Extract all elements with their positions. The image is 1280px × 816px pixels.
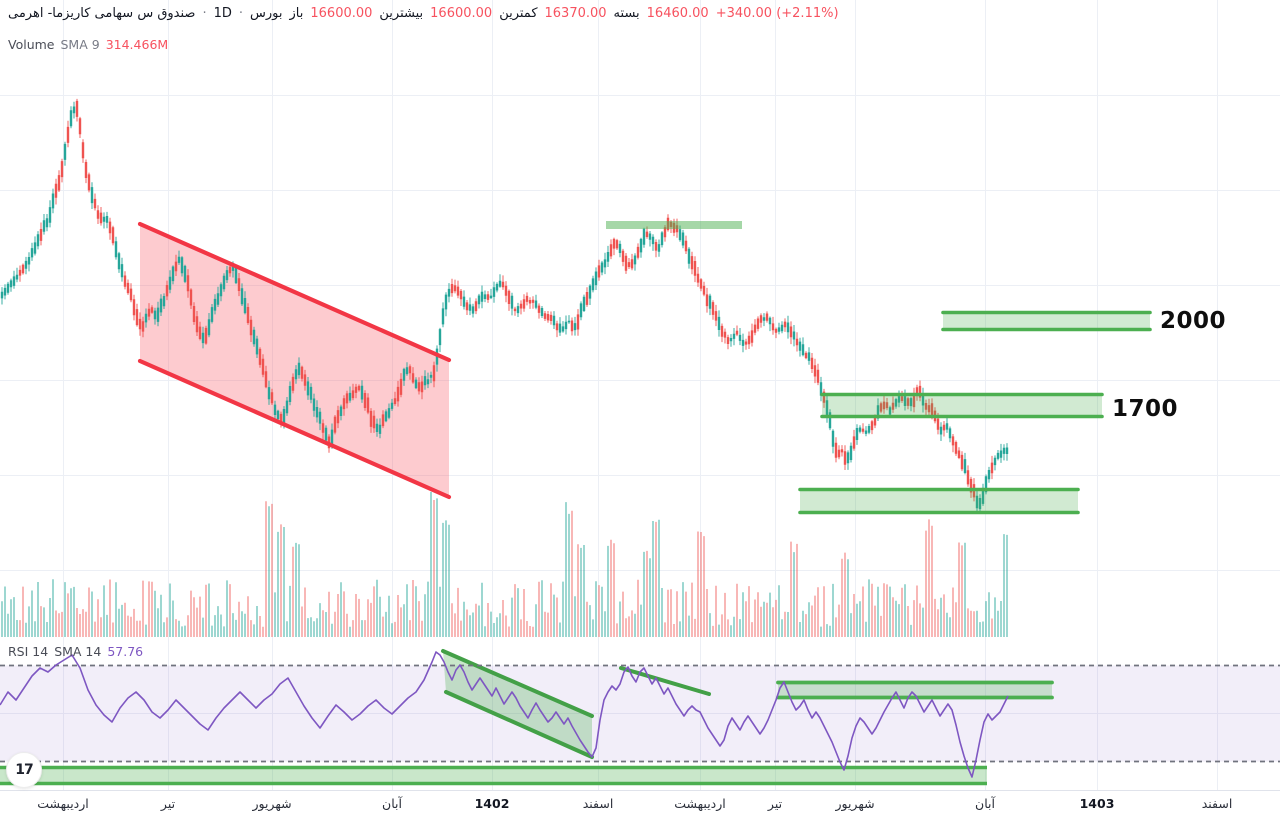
time-axis-month-label: آبان xyxy=(975,796,995,811)
volume-layer xyxy=(1,491,1008,637)
time-axis-month-label: شهریور xyxy=(835,796,875,811)
price-target-label[interactable]: 1700 xyxy=(1112,396,1179,422)
channel-fill-layer[interactable] xyxy=(140,224,449,497)
ohlc-close-value: 16460.00 xyxy=(646,6,709,21)
volume-indicator-value: 314.466M xyxy=(105,37,169,52)
zones-layer[interactable] xyxy=(606,221,1152,515)
chart-canvas[interactable] xyxy=(0,0,1280,790)
time-axis[interactable]: اردیبهشت تیر شهریور آبان 1402 اسفند اردیبهشت تی… xyxy=(0,790,1280,816)
separator-dot: · xyxy=(238,6,244,21)
rsi-indicator-params: SMA 14 xyxy=(54,644,102,659)
ohlc-low-value: 16370.00 xyxy=(544,6,607,21)
time-axis-month-label: اردیبهشت xyxy=(674,796,726,811)
rsi-indicator-legend[interactable]: RSI 14 SMA 14 57.76 xyxy=(8,644,143,659)
time-axis-year-label: 1403 xyxy=(1079,796,1115,811)
ohlc-open-value: 16600.00 xyxy=(310,6,373,21)
time-axis-year-label: 1402 xyxy=(474,796,510,811)
symbol-legend[interactable]: صندوق س سهامی کاریزما- اهرمی · 1D · بورس… xyxy=(8,6,839,21)
tradingview-logo[interactable]: 17 xyxy=(6,752,42,788)
ohlc-low-label: کمترین xyxy=(499,6,538,21)
symbol-title[interactable]: صندوق س سهامی کاریزما- اهرمی xyxy=(8,6,196,21)
channel-border-layer[interactable] xyxy=(137,221,452,500)
time-axis-month-label: شهریور xyxy=(252,796,292,811)
rsi-indicator-value: 57.76 xyxy=(107,644,144,659)
ohlc-high-label: بیشترین xyxy=(379,6,424,21)
time-axis-month-label: اردیبهشت xyxy=(37,796,89,811)
volume-indicator-name[interactable]: Volume xyxy=(8,37,55,52)
change-value: +340.00 (+2.11%) xyxy=(715,6,839,21)
time-axis-month-label: اسفند xyxy=(582,796,614,811)
separator-dot: · xyxy=(202,6,207,21)
volume-indicator-params: SMA 9 xyxy=(60,37,100,52)
ohlc-high-value: 16600.00 xyxy=(430,6,493,21)
tradingview-logo-glyph: 17 xyxy=(15,762,34,778)
ohlc-close-label: بسته xyxy=(613,6,640,21)
grid-layer xyxy=(0,0,1280,790)
price-target-label[interactable]: 2000 xyxy=(1160,308,1227,334)
time-axis-month-label: آبان xyxy=(382,796,402,811)
ohlc-open-label: باز xyxy=(289,6,304,21)
candles-layer xyxy=(0,98,1009,514)
rsi-drawings-layer[interactable] xyxy=(0,649,1054,786)
rsi-line-layer xyxy=(0,651,1280,778)
exchange-label: بورس xyxy=(250,6,283,21)
rsi-background-layer xyxy=(0,665,1280,762)
volume-indicator-legend[interactable]: Volume SMA 9 314.466M xyxy=(8,37,168,52)
time-axis-month-label: تیر xyxy=(767,796,783,811)
time-axis-month-label: اسفند xyxy=(1201,796,1233,811)
timeframe-label[interactable]: 1D xyxy=(213,6,232,21)
rsi-indicator-name[interactable]: RSI 14 xyxy=(8,644,49,659)
time-axis-month-label: تیر xyxy=(160,796,176,811)
